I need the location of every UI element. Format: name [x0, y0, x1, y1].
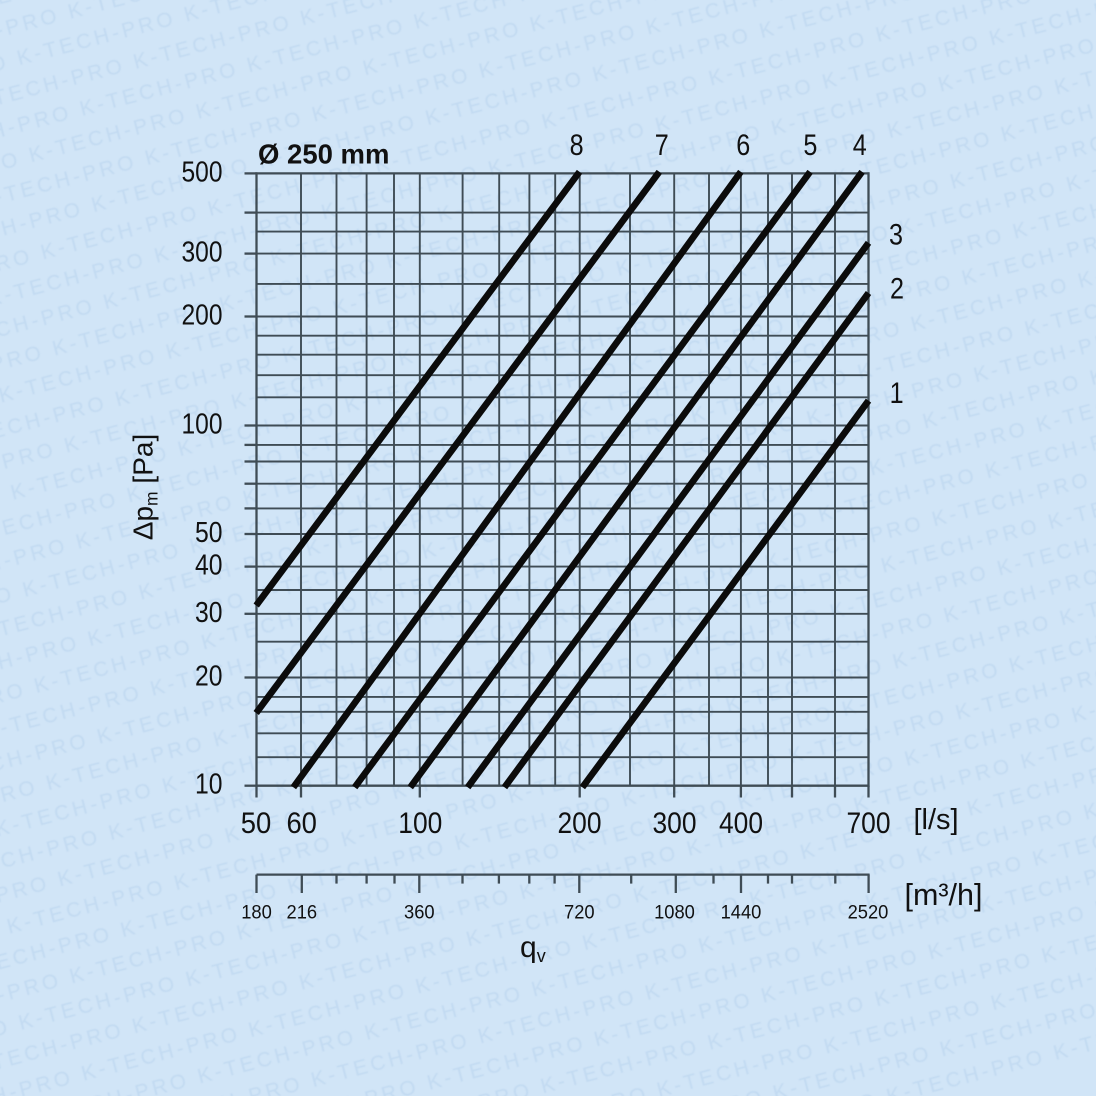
svg-text:50: 50	[195, 517, 223, 549]
svg-text:8: 8	[570, 129, 584, 162]
svg-text:[m³/h]: [m³/h]	[905, 878, 983, 912]
svg-text:300: 300	[653, 807, 697, 840]
svg-text:20: 20	[195, 661, 223, 693]
svg-text:100: 100	[398, 807, 442, 840]
svg-text:60: 60	[286, 807, 317, 840]
svg-text:720: 720	[564, 903, 595, 924]
svg-text:Ø 250 mm: Ø 250 mm	[258, 139, 389, 170]
svg-text:40: 40	[195, 550, 223, 582]
svg-text:7: 7	[655, 129, 669, 162]
svg-text:10: 10	[195, 769, 223, 801]
svg-text:30: 30	[195, 597, 223, 629]
svg-text:180: 180	[241, 903, 272, 924]
svg-text:300: 300	[182, 237, 223, 269]
svg-text:2: 2	[890, 273, 904, 306]
svg-text:500: 500	[182, 156, 223, 188]
svg-text:Δpm [Pa]: Δpm [Pa]	[128, 434, 162, 540]
svg-text:[l/s]: [l/s]	[914, 804, 959, 836]
svg-text:1440: 1440	[721, 903, 762, 924]
svg-text:700: 700	[847, 807, 891, 840]
svg-text:6: 6	[736, 129, 750, 162]
svg-text:qv: qv	[520, 931, 546, 966]
svg-text:100: 100	[182, 409, 223, 441]
svg-text:216: 216	[287, 903, 318, 924]
svg-text:2520: 2520	[848, 903, 889, 924]
svg-text:1: 1	[890, 377, 904, 410]
svg-text:4: 4	[853, 129, 867, 162]
svg-text:200: 200	[182, 300, 223, 332]
svg-text:50: 50	[241, 807, 272, 840]
svg-text:200: 200	[558, 807, 602, 840]
svg-text:360: 360	[404, 903, 435, 924]
svg-text:400: 400	[719, 807, 763, 840]
svg-text:3: 3	[889, 219, 903, 252]
svg-text:1080: 1080	[654, 903, 695, 924]
svg-text:5: 5	[803, 129, 817, 162]
